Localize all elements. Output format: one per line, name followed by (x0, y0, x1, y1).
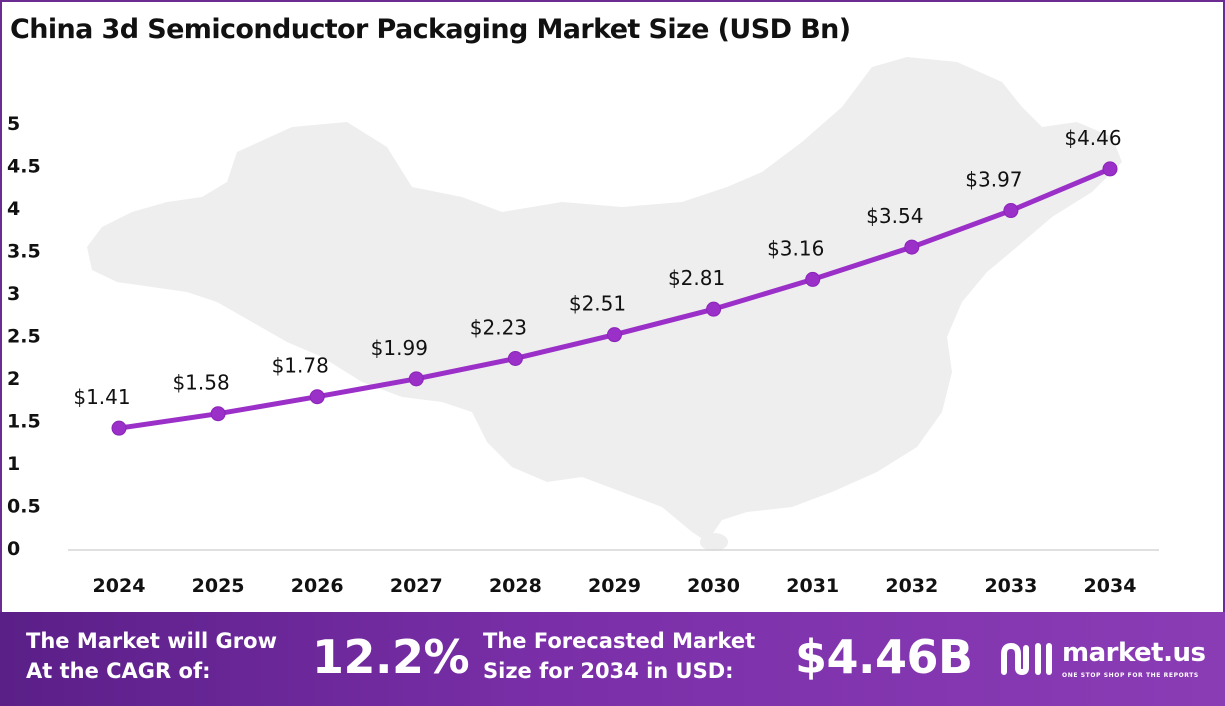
x-tick-label: 2027 (390, 575, 443, 597)
data-point (805, 271, 821, 287)
data-label: $1.78 (272, 354, 329, 378)
y-tick-label: 2 (7, 368, 20, 390)
cagr-value: 12.2% (312, 630, 470, 684)
data-point (607, 327, 622, 343)
y-tick-label: 1 (7, 453, 20, 475)
footer-banner: The Market will Grow At the CAGR of: 12.… (0, 612, 1225, 706)
market-us-logo-icon (1001, 643, 1052, 675)
y-tick-label: 5 (7, 113, 20, 135)
y-tick-label: 4 (7, 198, 20, 220)
cagr-label-line2: At the CAGR of: (26, 659, 211, 683)
data-point (111, 420, 127, 436)
x-tick-label: 2025 (192, 575, 245, 597)
china-map-silhouette (87, 57, 1122, 542)
cagr-label-line1: The Market will Grow (26, 629, 277, 653)
y-tick-label: 1.5 (7, 411, 41, 433)
y-tick-label: 3 (7, 283, 20, 305)
y-tick-label: 4.5 (7, 156, 41, 178)
data-point (309, 389, 325, 405)
data-label: $2.81 (668, 266, 725, 290)
x-tick-label: 2032 (885, 575, 938, 597)
x-tick-label: 2024 (93, 575, 146, 597)
data-point (210, 406, 226, 422)
data-label: $2.51 (569, 292, 626, 316)
y-tick-label: 0.5 (7, 496, 41, 518)
data-label: $1.41 (73, 385, 130, 409)
data-label: $3.16 (767, 236, 824, 260)
data-label: $4.46 (1064, 126, 1121, 150)
forecast-value: $4.46B (795, 630, 973, 684)
data-label: $1.58 (172, 371, 229, 395)
forecast-label-line2: Size for 2034 in USD: (483, 659, 734, 683)
data-label: $3.97 (965, 168, 1022, 192)
y-tick-label: 0 (7, 538, 20, 560)
x-tick-label: 2028 (489, 575, 542, 597)
y-tick-label: 2.5 (7, 326, 41, 348)
forecast-label-line1: The Forecasted Market (483, 629, 756, 653)
brand-name: market.us (1062, 638, 1206, 668)
data-point (706, 301, 722, 317)
data-label: $1.99 (371, 336, 428, 360)
data-point (408, 371, 424, 387)
hainan-island (700, 533, 728, 551)
data-label: $2.23 (470, 315, 527, 339)
x-tick-label: 2034 (1084, 575, 1137, 597)
y-tick-label: 3.5 (7, 241, 41, 263)
line-chart: 0 0.5 1 1.5 2 2.5 3 3.5 4 4.5 5 2024 2025 2026 2027 202… (7, 57, 1159, 597)
data-point (1003, 203, 1019, 219)
data-point (507, 350, 523, 366)
data-label: $3.54 (866, 204, 923, 228)
x-tick-label: 2029 (588, 575, 641, 597)
chart-title: China 3d Semiconductor Packaging Market … (10, 14, 851, 45)
x-tick-label: 2026 (291, 575, 344, 597)
data-point (1102, 161, 1118, 177)
x-tick-label: 2033 (984, 575, 1037, 597)
axis-layer: 0 0.5 1 1.5 2 2.5 3 3.5 4 4.5 5 2024 2025 2026 2027 202… (7, 113, 1159, 597)
series-layer: $1.41 $1.58 $1.78 $1.99 $2.23 $2.51 $2.81 $3.16… (73, 126, 1122, 436)
x-tick-label: 2031 (786, 575, 839, 597)
brand-tagline: ONE STOP SHOP FOR THE REPORTS (1062, 672, 1199, 679)
x-tick-label: 2030 (687, 575, 740, 597)
data-point (904, 239, 920, 255)
brand-logo: market.us ONE STOP SHOP FOR THE REPORTS (998, 634, 1220, 684)
